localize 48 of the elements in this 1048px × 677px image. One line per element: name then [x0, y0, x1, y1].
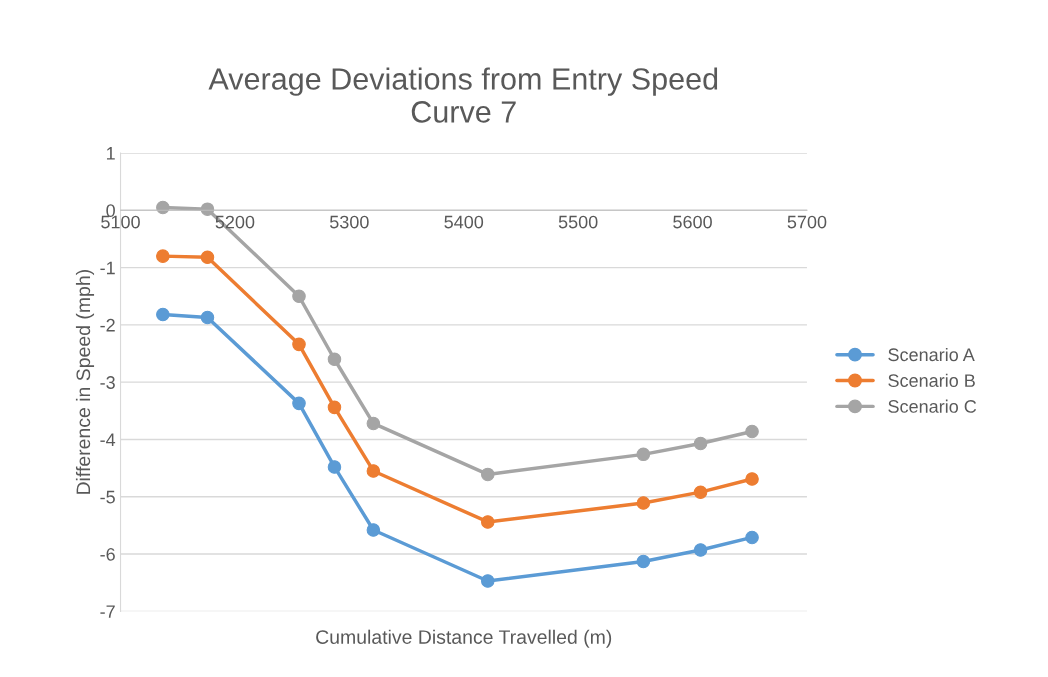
x-tick-label: 5100 — [101, 215, 140, 229]
y-tick-label: -1 — [100, 261, 115, 275]
x-tick-label: 5200 — [215, 215, 255, 229]
x-tick-label: 5500 — [558, 215, 598, 229]
point — [481, 574, 495, 588]
point — [292, 289, 306, 303]
legend-label: Scenario A — [888, 347, 975, 362]
y-tick-label: -6 — [100, 547, 115, 561]
point — [693, 485, 708, 499]
legend-label: Scenario B — [888, 373, 975, 388]
point — [200, 250, 215, 265]
chart-title: Average Deviations from Entry Speed Curve 7 — [208, 67, 718, 123]
point — [292, 337, 306, 352]
y-tick-label: -3 — [100, 376, 115, 389]
x-tick-label: 5400 — [444, 215, 484, 229]
point — [636, 554, 651, 569]
x-axis-title: Cumulative Distance Travelled (m) — [316, 629, 612, 648]
point — [156, 307, 170, 322]
point — [745, 424, 759, 439]
legend-label: Scenario C — [888, 399, 977, 413]
point — [156, 249, 170, 263]
point — [481, 515, 495, 529]
point — [745, 472, 759, 486]
y-tick-label: -2 — [100, 318, 115, 332]
y-tick-label: -7 — [100, 605, 115, 618]
point — [327, 400, 342, 415]
point — [327, 352, 342, 367]
point — [156, 200, 170, 215]
point — [327, 460, 342, 474]
y-tick-label: -5 — [100, 490, 115, 504]
point — [636, 447, 651, 462]
point — [636, 496, 651, 510]
point — [366, 464, 381, 478]
x-tick-label: 5300 — [329, 215, 369, 229]
point — [366, 416, 381, 431]
y-tick-label: 1 — [107, 147, 115, 160]
point — [366, 523, 381, 537]
x-tick-label: 5700 — [787, 215, 827, 229]
point — [292, 396, 306, 411]
point — [200, 310, 215, 325]
point — [693, 436, 708, 451]
x-tick-label: 5600 — [673, 215, 712, 229]
y-axis-title: Difference in Speed (mph) — [75, 270, 95, 494]
y-tick-label: -4 — [100, 433, 116, 446]
y-tick-label: 0 — [106, 204, 115, 218]
point — [745, 530, 759, 545]
point — [481, 467, 495, 482]
point — [693, 543, 708, 557]
